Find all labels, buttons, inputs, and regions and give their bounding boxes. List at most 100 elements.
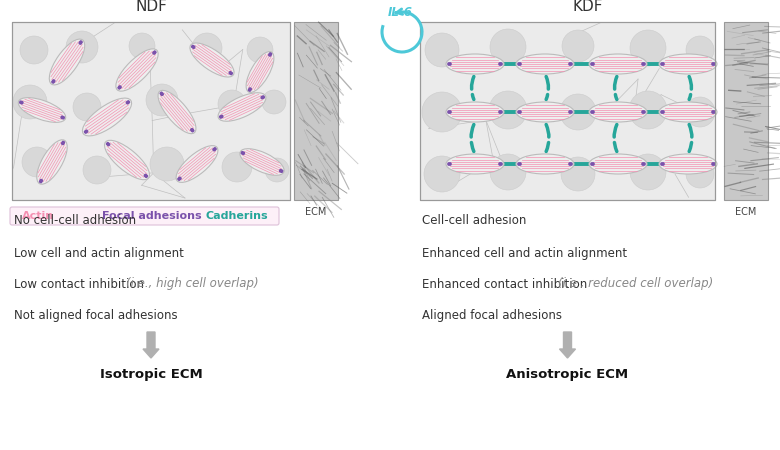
Circle shape: [150, 147, 184, 181]
Circle shape: [644, 163, 646, 166]
Circle shape: [498, 162, 501, 165]
Circle shape: [519, 63, 522, 66]
Ellipse shape: [659, 54, 717, 74]
Ellipse shape: [83, 98, 132, 136]
Text: Not aligned focal adhesions: Not aligned focal adhesions: [14, 309, 178, 321]
Circle shape: [250, 88, 252, 90]
Circle shape: [498, 63, 501, 66]
Circle shape: [592, 63, 594, 66]
Circle shape: [518, 111, 521, 114]
Circle shape: [518, 110, 521, 113]
Circle shape: [662, 110, 665, 113]
Ellipse shape: [589, 102, 647, 122]
Circle shape: [685, 97, 715, 127]
Circle shape: [630, 154, 666, 190]
Circle shape: [51, 81, 54, 83]
Circle shape: [517, 163, 520, 166]
Circle shape: [448, 111, 451, 114]
Circle shape: [85, 131, 87, 133]
Bar: [294, 22, 338, 200]
Circle shape: [661, 110, 664, 113]
Circle shape: [191, 129, 194, 131]
Circle shape: [449, 111, 452, 114]
Circle shape: [229, 72, 231, 74]
Circle shape: [62, 141, 64, 143]
Circle shape: [500, 62, 503, 65]
Circle shape: [106, 142, 109, 144]
Circle shape: [662, 62, 665, 65]
Circle shape: [500, 162, 503, 165]
Circle shape: [192, 46, 194, 49]
Circle shape: [261, 97, 264, 99]
Circle shape: [447, 163, 450, 166]
Circle shape: [712, 63, 714, 66]
Circle shape: [240, 152, 243, 154]
Circle shape: [590, 63, 593, 66]
Circle shape: [53, 80, 55, 82]
Circle shape: [519, 163, 522, 166]
Circle shape: [212, 148, 215, 151]
Circle shape: [561, 157, 595, 191]
Circle shape: [40, 180, 43, 183]
Circle shape: [641, 111, 644, 114]
Circle shape: [498, 163, 501, 166]
Circle shape: [20, 101, 23, 104]
Circle shape: [591, 162, 594, 165]
Circle shape: [447, 110, 450, 113]
Text: NDF: NDF: [135, 0, 167, 14]
Ellipse shape: [240, 148, 284, 176]
Text: Actin: Actin: [22, 211, 54, 221]
Circle shape: [261, 95, 264, 98]
Circle shape: [261, 96, 264, 99]
Circle shape: [144, 175, 147, 177]
Circle shape: [62, 117, 65, 120]
Circle shape: [80, 41, 83, 44]
Circle shape: [570, 162, 573, 165]
Circle shape: [86, 130, 88, 133]
Circle shape: [119, 86, 121, 89]
Circle shape: [107, 144, 110, 146]
Circle shape: [448, 62, 451, 65]
Ellipse shape: [516, 102, 574, 122]
Circle shape: [519, 110, 522, 113]
Circle shape: [52, 79, 55, 82]
Circle shape: [161, 93, 164, 95]
Text: ECM: ECM: [736, 207, 757, 217]
Circle shape: [128, 101, 130, 104]
Circle shape: [40, 179, 42, 181]
Circle shape: [713, 162, 716, 165]
Circle shape: [711, 62, 714, 65]
Circle shape: [159, 92, 162, 94]
Circle shape: [591, 63, 594, 66]
Circle shape: [448, 110, 451, 113]
Circle shape: [241, 152, 244, 155]
Circle shape: [20, 100, 22, 103]
Circle shape: [61, 116, 63, 118]
Circle shape: [62, 116, 64, 118]
Ellipse shape: [446, 54, 504, 74]
Circle shape: [498, 111, 501, 114]
Circle shape: [713, 63, 716, 66]
Circle shape: [591, 111, 594, 114]
Circle shape: [279, 169, 282, 171]
Circle shape: [243, 152, 245, 154]
Circle shape: [661, 110, 663, 113]
Circle shape: [22, 147, 52, 177]
Circle shape: [569, 63, 571, 66]
Circle shape: [214, 148, 216, 151]
Circle shape: [570, 110, 573, 113]
Circle shape: [265, 158, 289, 182]
Circle shape: [560, 94, 596, 130]
Circle shape: [153, 51, 155, 54]
Circle shape: [84, 131, 87, 134]
Circle shape: [269, 54, 272, 56]
Circle shape: [448, 63, 451, 66]
Circle shape: [179, 176, 181, 179]
Circle shape: [447, 111, 450, 114]
Ellipse shape: [659, 102, 717, 122]
Circle shape: [83, 130, 87, 133]
Circle shape: [145, 174, 147, 177]
Circle shape: [500, 111, 503, 114]
Circle shape: [590, 62, 593, 65]
Circle shape: [517, 63, 520, 66]
